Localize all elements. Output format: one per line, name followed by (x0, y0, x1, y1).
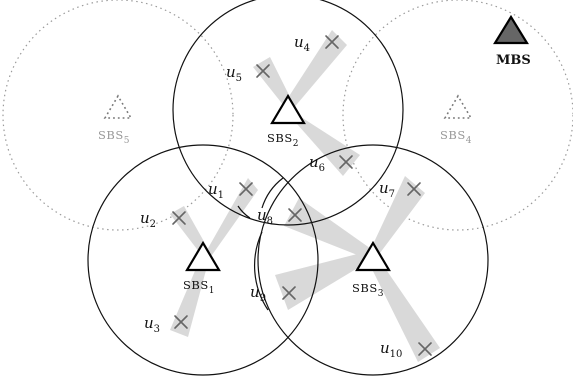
u2-marker-icon (172, 211, 186, 225)
u2-label: u2 (140, 209, 156, 230)
sbs4-triangle-icon (443, 94, 473, 119)
sbs2-triangle-icon (270, 93, 306, 125)
u10-label: u10 (380, 339, 402, 360)
arc-u1-u2 (237, 205, 251, 219)
sbs5-label: SBS5 (98, 128, 130, 146)
u10-marker-icon (418, 342, 432, 356)
u1-marker-icon (239, 182, 253, 196)
sbs4-coverage-circle (342, 0, 573, 231)
sbs1-triangle-icon (185, 240, 221, 272)
u9-label: u9 (250, 283, 266, 304)
sbs5-triangle-icon (103, 94, 133, 119)
u7-label: u7 (379, 179, 395, 200)
beams (170, 30, 440, 362)
u6-marker-icon (339, 155, 353, 169)
sbs4-label: SBS4 (440, 128, 472, 146)
beam-sbs3-u10 (367, 255, 440, 362)
u3-marker-icon (174, 315, 188, 329)
beam-sbs2-u6 (287, 108, 360, 176)
beam-sbs1-u1 (203, 178, 258, 257)
u4-marker-icon (325, 35, 339, 49)
beam-sbs2-u5 (253, 57, 292, 106)
beam-sbs2-u4 (284, 30, 347, 110)
sbs2-coverage-circle (172, 0, 404, 226)
sbs3-label: SBS3 (352, 281, 384, 299)
arc-u1-u8 (261, 177, 284, 209)
sbs1-label: SBS1 (183, 278, 215, 296)
beam-sbs3-u7 (368, 176, 425, 257)
beam-sbs1-u3 (170, 259, 209, 337)
arc-u8-u9 (254, 231, 269, 311)
u3-label: u3 (144, 314, 160, 335)
u8-marker-icon (288, 208, 302, 222)
sbs3-coverage-circle (257, 144, 489, 376)
u1-label: u1 (208, 180, 224, 201)
sbs2-label: SBS2 (267, 131, 299, 149)
u7-marker-icon (407, 182, 421, 196)
u4-label: u4 (294, 33, 310, 54)
mbs-label: MBS (496, 53, 531, 68)
u6-label: u6 (309, 153, 325, 174)
beam-sbs3-u9 (275, 251, 371, 310)
u9-marker-icon (282, 286, 296, 300)
beam-sbs3-u8 (284, 198, 374, 260)
sbs5-coverage-circle (2, 0, 234, 231)
sbs1-coverage-circle (87, 144, 319, 376)
u5-label: u5 (226, 63, 242, 84)
sbs3-triangle-icon (355, 240, 391, 272)
u8-label: u8 (257, 206, 273, 227)
mbs-triangle-icon (493, 14, 529, 45)
user-markers (172, 35, 432, 356)
u5-marker-icon (256, 64, 270, 78)
